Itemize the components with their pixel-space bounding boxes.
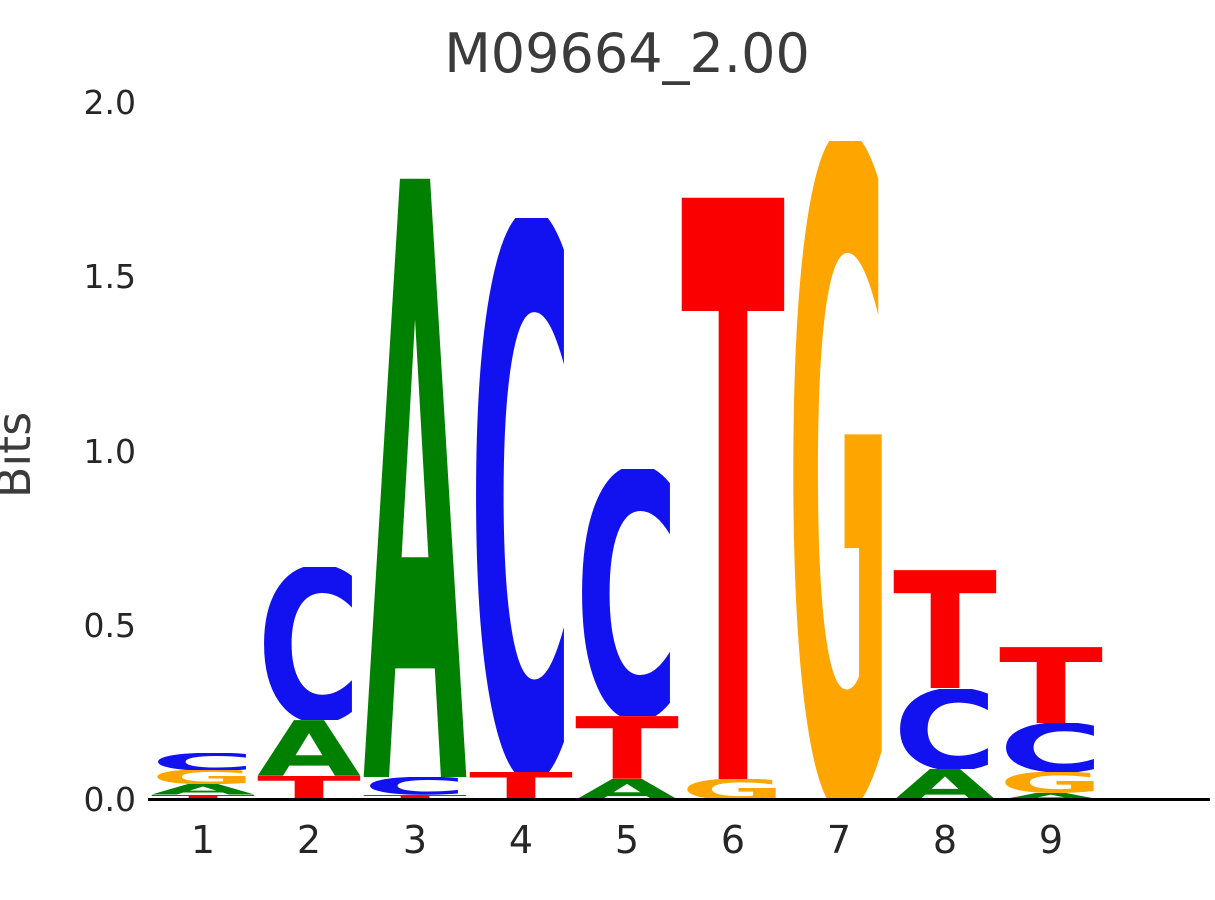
logo-letter-A: A [257,720,361,776]
svg-text:A: A [151,784,255,794]
logo-column-7: G [786,103,892,800]
svg-text:C: C [575,469,679,716]
logo-letter-G: G [681,779,785,800]
logo-letter-T: T [999,647,1103,724]
logo-letter-C: C [893,689,997,769]
svg-text:G: G [787,141,891,800]
chart-title: M09664_2.00 [444,22,810,85]
svg-text:G: G [999,772,1103,793]
logo-letter-C: C [575,469,679,716]
svg-text:T: T [999,647,1103,724]
logo-letter-C: C [257,567,361,720]
plot-area: TAGCTACTCATCATCGTGACTAGCT [150,103,1104,800]
x-tick-label-3: 3 [402,818,428,862]
logo-letter-G: G [787,141,891,800]
svg-text:T: T [151,795,255,800]
y-tick-label-2.0: 2.0 [83,83,136,122]
svg-text:T: T [575,716,679,779]
logo-letter-T: T [681,197,785,779]
x-tick-label-9: 9 [1038,818,1064,862]
logo-letter-T: T [257,776,361,800]
x-tick-label-1: 1 [190,818,216,862]
logo-letter-A: A [363,178,467,777]
logo-letter-A: A [893,769,997,800]
svg-text:A: A [893,769,997,800]
x-tick-label-8: 8 [932,818,958,862]
svg-text:C: C [363,777,467,794]
svg-text:T: T [257,776,361,800]
logo-letter-A: A [151,784,255,794]
svg-text:A: A [257,720,361,776]
y-tick-label-1.5: 1.5 [83,257,136,297]
logo-letter-C: C [999,723,1103,772]
logo-letter-A: A [999,793,1103,800]
svg-text:C: C [257,567,361,720]
svg-text:T: T [893,570,997,688]
logo-letter-T: T [363,795,467,800]
svg-text:G: G [681,779,785,800]
svg-text:C: C [151,753,255,770]
svg-text:G: G [151,770,255,784]
x-tick-label-6: 6 [720,818,746,862]
x-tick-label-2: 2 [296,818,322,862]
x-tick-label-4: 4 [508,818,534,862]
svg-text:C: C [469,218,573,772]
svg-text:T: T [363,795,467,800]
logo-letter-G: G [151,770,255,784]
logo-letter-C: C [363,777,467,794]
logo-letter-T: T [893,570,997,688]
logo-letter-C: C [469,218,573,772]
svg-text:T: T [469,772,573,800]
svg-text:A: A [363,178,467,777]
y-tick-label-1.0: 1.0 [83,431,136,471]
svg-text:A: A [999,793,1103,800]
svg-text:C: C [999,723,1103,772]
x-tick-label-7: 7 [826,818,852,862]
logo-letter-T: T [151,795,255,800]
logo-letter-C: C [151,753,255,770]
logo-letter-T: T [575,716,679,779]
svg-text:A: A [575,779,679,800]
x-axis-line [148,798,1210,801]
x-tick-label-5: 5 [614,818,640,862]
svg-text:T: T [681,197,785,779]
logo-letter-A: A [575,779,679,800]
y-tick-label-0.5: 0.5 [83,605,136,645]
logo-column-3: TCA [362,103,468,800]
y-tick-label-0.0: 0.0 [83,780,136,819]
logo-letter-G: G [999,772,1103,793]
svg-text:C: C [893,689,997,769]
logo-letter-T: T [469,772,573,800]
